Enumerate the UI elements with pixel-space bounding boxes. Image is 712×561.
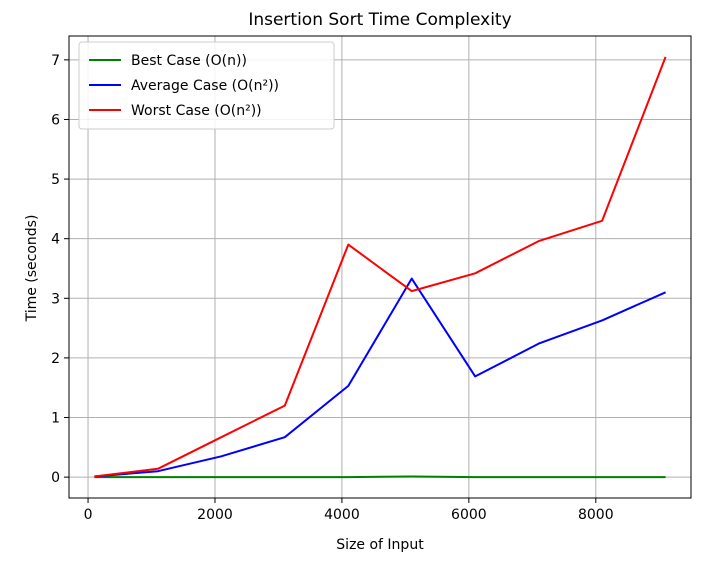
y-tick-label: 2 <box>51 351 60 367</box>
x-tick-label: 6000 <box>451 507 487 523</box>
y-tick-label: 3 <box>51 291 60 307</box>
x-tick-label: 0 <box>84 507 93 523</box>
legend-label: Best Case (O(n)) <box>131 53 247 69</box>
chart-title: Insertion Sort Time Complexity <box>248 10 511 30</box>
legend: Best Case (O(n)) Average Case (O(n²)) Wors… <box>78 41 335 130</box>
y-tick-label: 5 <box>51 172 60 188</box>
x-tick-label: 2000 <box>197 507 233 523</box>
legend-box <box>78 41 335 130</box>
y-axis-label: Time (seconds) <box>24 215 40 323</box>
x-axis-label: Size of Input <box>336 537 424 553</box>
series-line-3 <box>94 56 667 478</box>
legend-label: Worst Case (O(n²)) <box>131 103 262 119</box>
series-line-1 <box>94 475 666 479</box>
series-layer <box>94 56 667 479</box>
series-line-2 <box>94 277 667 478</box>
y-tick-label: 0 <box>51 470 60 486</box>
x-tick-label: 4000 <box>324 507 360 523</box>
plot-frame <box>68 35 692 499</box>
legend-label: Average Case (O(n²)) <box>131 78 279 94</box>
x-tick-label: 8000 <box>578 507 614 523</box>
y-tick-label: 7 <box>51 53 60 69</box>
y-tick-label: 4 <box>51 232 60 248</box>
y-tick-label: 1 <box>51 411 60 427</box>
y-tick-label: 6 <box>51 112 60 128</box>
grid <box>69 36 691 498</box>
tick-layer: 0 2000 4000 6000 8000 0 1 2 3 4 5 6 7 <box>51 53 614 523</box>
